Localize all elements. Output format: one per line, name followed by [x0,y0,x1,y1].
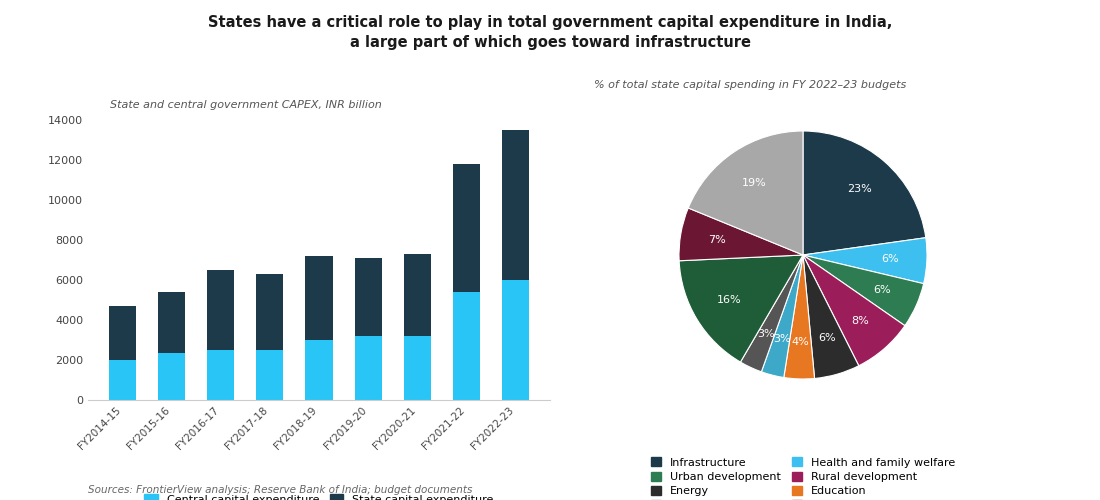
Bar [158,353,185,400]
Legend: Central capital expenditure, State capital expenditure: Central capital expenditure, State capit… [140,490,498,500]
Legend: Infrastructure, Urban development, Energy, Welfare, Irrigation, Other, Health an: Infrastructure, Urban development, Energ… [647,453,959,500]
Bar [158,292,185,353]
Bar [109,360,136,400]
Bar [502,280,529,400]
Bar [453,164,480,292]
Bar [404,336,431,400]
Bar [256,350,284,400]
Text: 6%: 6% [818,334,836,344]
Wedge shape [784,255,815,379]
Bar [256,274,284,350]
Text: State and central government CAPEX, INR billion: State and central government CAPEX, INR … [110,100,382,110]
Wedge shape [803,255,859,378]
Bar [354,258,382,336]
Wedge shape [689,131,803,255]
Bar [354,336,382,400]
Bar [306,256,332,340]
Bar [306,340,332,400]
Bar [207,270,234,350]
Bar [109,306,136,360]
Text: 19%: 19% [742,178,767,188]
Wedge shape [803,255,905,366]
Text: 6%: 6% [881,254,899,264]
Text: States have a critical role to play in total government capital expenditure in I: States have a critical role to play in t… [208,15,892,50]
Text: 3%: 3% [773,334,791,344]
Text: 8%: 8% [851,316,869,326]
Bar [404,254,431,336]
Text: % of total state capital spending in FY 2022–23 budgets: % of total state capital spending in FY … [594,80,906,90]
Text: Sources: FrontierView analysis; Reserve Bank of India; budget documents: Sources: FrontierView analysis; Reserve … [88,485,472,495]
Text: 16%: 16% [716,295,741,305]
Bar [453,292,480,400]
Wedge shape [679,208,803,261]
Text: 3%: 3% [758,328,776,338]
Bar [207,350,234,400]
Wedge shape [803,238,927,284]
Text: 23%: 23% [848,184,872,194]
Wedge shape [761,255,803,378]
Text: 4%: 4% [791,337,810,347]
Wedge shape [803,131,926,255]
Wedge shape [740,255,803,372]
Wedge shape [679,255,803,362]
Text: 7%: 7% [708,235,726,245]
Bar [502,130,529,280]
Wedge shape [803,255,924,326]
Text: 6%: 6% [873,286,891,296]
